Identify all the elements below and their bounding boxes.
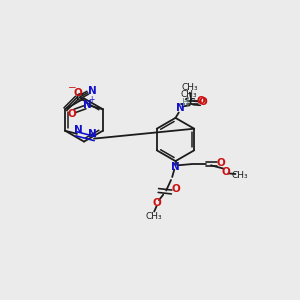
Text: O: O [196,96,206,106]
Text: N: N [88,86,96,96]
Text: O: O [221,167,230,177]
Text: N: N [88,129,97,139]
Text: C: C [76,92,83,103]
Text: CH₃: CH₃ [232,171,249,180]
Text: O: O [171,184,180,194]
Text: N: N [83,100,92,110]
Text: O: O [152,198,161,208]
Text: N: N [171,161,180,172]
Text: C: C [188,98,195,107]
Text: N: N [176,103,184,113]
Text: H: H [182,98,189,108]
Text: CH₃: CH₃ [182,83,198,92]
Text: CH₃: CH₃ [181,90,197,99]
Text: O: O [198,97,207,107]
Text: O: O [67,109,76,119]
Text: CH₃: CH₃ [146,212,163,221]
Text: N: N [74,125,83,135]
Text: −: − [68,83,77,94]
Text: O: O [74,88,82,98]
Text: +: + [88,94,94,103]
Text: O: O [216,158,225,168]
